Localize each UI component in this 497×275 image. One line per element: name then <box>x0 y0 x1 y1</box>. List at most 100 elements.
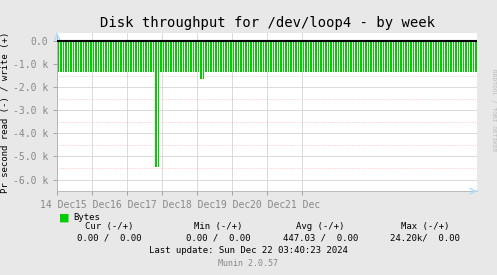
Bar <box>428 41 429 72</box>
Bar <box>98 41 99 72</box>
Bar <box>123 41 124 72</box>
Bar <box>93 41 94 72</box>
Bar <box>330 41 331 72</box>
Bar <box>440 41 441 72</box>
Bar <box>395 41 397 72</box>
Bar <box>433 41 434 72</box>
Bar <box>183 41 184 72</box>
Text: ■: ■ <box>59 212 69 222</box>
Bar <box>417 41 419 72</box>
Bar <box>238 41 239 72</box>
Bar <box>370 41 372 72</box>
Bar <box>375 41 377 72</box>
Bar <box>188 41 189 72</box>
Bar <box>315 41 317 72</box>
Bar <box>113 41 114 72</box>
Bar <box>250 41 251 72</box>
Bar <box>163 41 164 72</box>
Bar <box>360 41 361 72</box>
Bar <box>185 41 186 72</box>
Bar <box>463 41 464 72</box>
Bar <box>368 41 369 72</box>
Bar <box>335 41 336 72</box>
Bar <box>153 41 154 72</box>
Bar <box>228 41 229 72</box>
Bar <box>80 41 82 72</box>
Bar <box>110 41 112 72</box>
Bar <box>283 41 284 72</box>
Bar <box>148 41 149 72</box>
Bar <box>190 41 191 72</box>
Text: Min (-/+): Min (-/+) <box>194 222 243 231</box>
Bar <box>295 41 297 72</box>
Text: Bytes: Bytes <box>74 213 100 222</box>
Bar <box>365 41 367 72</box>
Bar <box>465 41 467 72</box>
Bar <box>475 41 477 72</box>
Bar <box>310 41 312 72</box>
Text: Munin 2.0.57: Munin 2.0.57 <box>219 260 278 268</box>
Text: RRDTOOL / TOBI OETIKER: RRDTOOL / TOBI OETIKER <box>491 69 496 151</box>
Bar <box>378 41 379 72</box>
Bar <box>205 41 207 72</box>
Bar <box>258 41 259 72</box>
Bar <box>108 41 109 72</box>
Bar <box>235 41 237 72</box>
Bar <box>380 41 382 72</box>
Bar <box>243 41 244 72</box>
Bar <box>220 41 222 72</box>
Text: 447.03 /  0.00: 447.03 / 0.00 <box>283 233 358 242</box>
Bar <box>422 41 424 72</box>
Bar <box>415 41 416 72</box>
Bar <box>263 41 264 72</box>
Bar <box>305 41 307 72</box>
Bar <box>393 41 394 72</box>
Text: 0.00 /  0.00: 0.00 / 0.00 <box>186 233 251 242</box>
Bar <box>445 41 447 72</box>
Bar <box>95 41 96 72</box>
Bar <box>105 41 106 72</box>
Bar <box>195 41 197 72</box>
Bar <box>165 41 166 72</box>
Bar <box>115 41 117 72</box>
Bar <box>230 41 232 72</box>
Bar <box>408 41 409 72</box>
Bar <box>118 41 119 72</box>
Bar <box>278 41 279 72</box>
Bar <box>193 41 194 72</box>
Bar <box>120 41 122 72</box>
Bar <box>240 41 242 72</box>
Bar <box>398 41 399 72</box>
Bar <box>85 41 86 72</box>
Bar <box>140 41 142 72</box>
Bar <box>318 41 319 72</box>
Bar <box>265 41 266 72</box>
Bar <box>155 41 157 167</box>
Bar <box>435 41 436 72</box>
Bar <box>100 41 101 72</box>
Bar <box>383 41 384 72</box>
Bar <box>275 41 276 72</box>
Bar <box>178 41 179 72</box>
Bar <box>215 41 217 72</box>
Bar <box>158 41 159 167</box>
Bar <box>173 41 174 72</box>
Text: 0.00 /  0.00: 0.00 / 0.00 <box>77 233 142 242</box>
Bar <box>363 41 364 72</box>
Bar <box>353 41 354 72</box>
Bar <box>413 41 414 72</box>
Text: Avg (-/+): Avg (-/+) <box>296 222 345 231</box>
Bar <box>358 41 359 72</box>
Bar <box>260 41 261 72</box>
Bar <box>130 41 132 72</box>
Bar <box>125 41 127 72</box>
Bar <box>83 41 84 72</box>
Bar <box>135 41 137 72</box>
Bar <box>175 41 176 72</box>
Bar <box>328 41 329 72</box>
Bar <box>388 41 389 72</box>
Bar <box>233 41 234 72</box>
Bar <box>213 41 214 72</box>
Bar <box>473 41 474 72</box>
Bar <box>63 41 64 72</box>
